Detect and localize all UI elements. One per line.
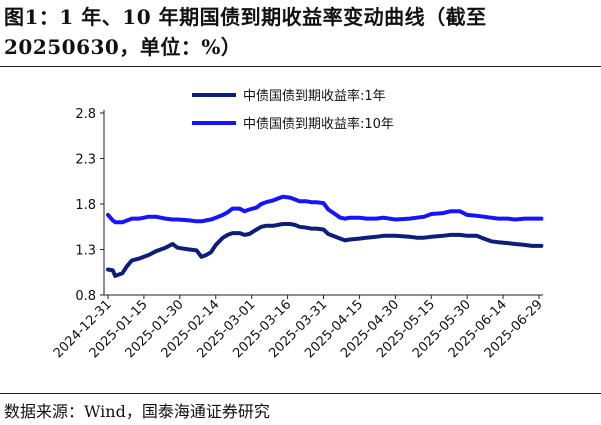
series-layer (106, 194, 544, 278)
top-rule (0, 66, 601, 67)
legend-label-1y: 中债国债到期收益率:1年 (243, 88, 386, 104)
y-tick-label: 2.8 (75, 107, 96, 122)
series-line-1y (106, 222, 544, 278)
series-line-10y (106, 194, 544, 225)
legend-label-10y: 中债国债到期收益率:10年 (243, 116, 394, 132)
line-chart: 0.81.31.82.32.82024-12-312025-01-152025-… (51, 88, 546, 361)
y-tick-label: 2.3 (75, 153, 96, 168)
source-note: 数据来源：Wind，国泰海通证券研究 (4, 402, 270, 421)
y-tick-label: 1.8 (75, 198, 96, 213)
bottom-rule (0, 393, 601, 394)
y-tick-label: 0.8 (75, 289, 96, 304)
y-tick-label: 1.3 (75, 244, 96, 259)
chart-title: 图1：1 年、10 年期国债到期收益率变动曲线（截至 20250630，单位：%… (4, 5, 487, 59)
